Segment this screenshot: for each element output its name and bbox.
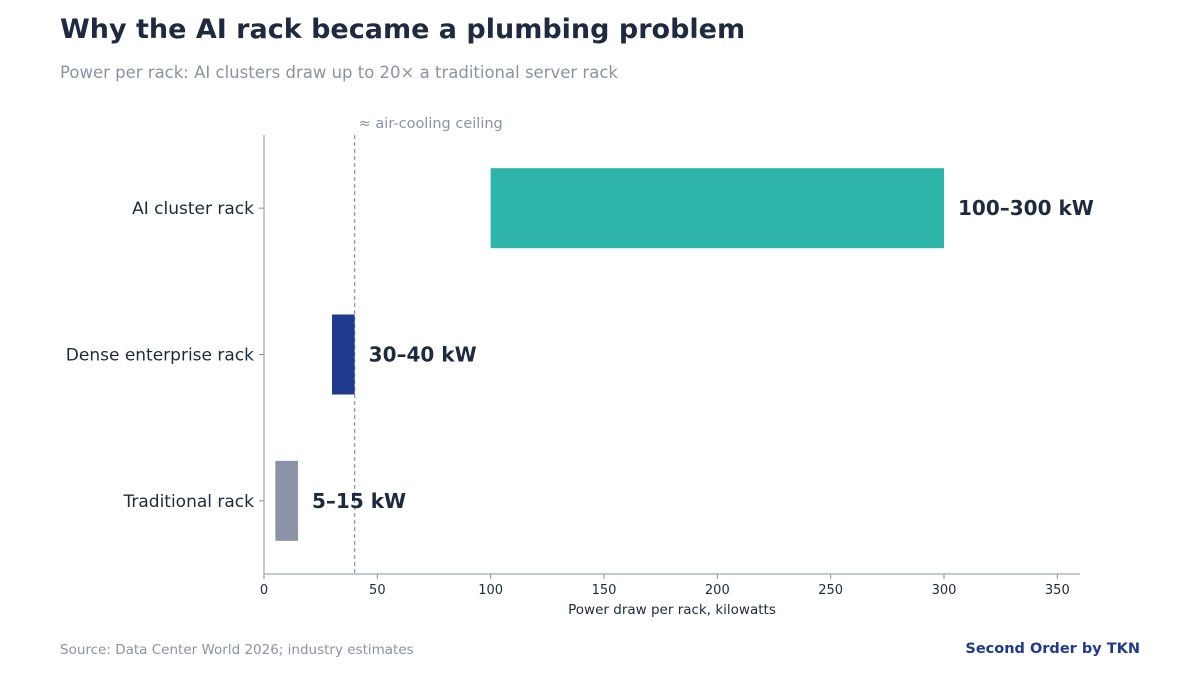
- brand-credit: Second Order by TKN: [965, 641, 1140, 657]
- category-label: Traditional rack: [122, 492, 254, 512]
- air-cooling-ceiling-label: ≈ air-cooling ceiling: [359, 116, 503, 132]
- category-label: AI cluster rack: [132, 199, 254, 219]
- bar-1: [490, 168, 944, 249]
- bar-value-label: 5–15 kW: [312, 489, 406, 513]
- x-axis-title: Power draw per rack, kilowatts: [568, 602, 776, 618]
- x-tick-label: 350: [1045, 583, 1070, 598]
- source-note: Source: Data Center World 2026; industry…: [60, 642, 414, 658]
- x-tick-label: 50: [369, 583, 386, 598]
- x-tick-label: 150: [592, 583, 617, 598]
- x-tick-label: 250: [818, 583, 843, 598]
- bar-2: [332, 314, 355, 395]
- x-tick-label: 0: [260, 583, 268, 598]
- category-label: Dense enterprise rack: [66, 346, 254, 366]
- chart-title: Why the AI rack became a plumbing proble…: [60, 14, 746, 45]
- chart-subtitle: Power per rack: AI clusters draw up to 2…: [60, 63, 618, 82]
- x-tick-label: 100: [478, 583, 503, 598]
- bar-value-label: 100–300 kW: [958, 196, 1094, 220]
- bar-3: [275, 460, 298, 541]
- x-tick-label: 200: [705, 583, 730, 598]
- x-tick-label: 300: [932, 583, 957, 598]
- bar-value-label: 30–40 kW: [369, 343, 477, 367]
